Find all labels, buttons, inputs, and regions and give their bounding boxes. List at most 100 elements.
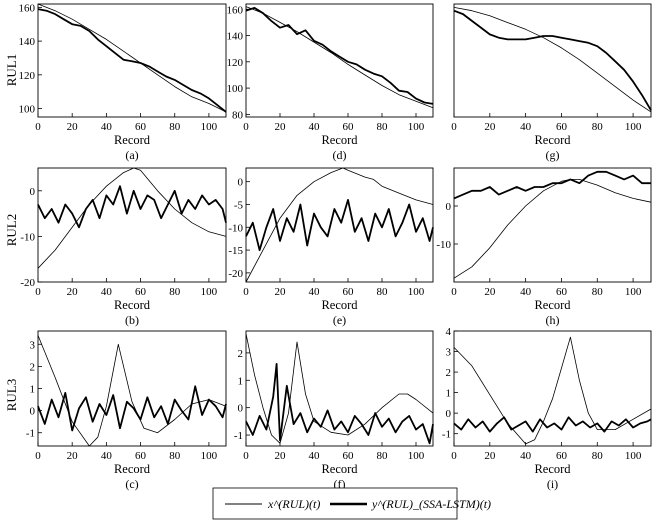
x-axis-label: Record [321,133,358,147]
panel-g: 0 20 40 60 80 100 Record(g) [451,3,652,162]
panel-caption: (a) [125,148,138,162]
x-tick-label: 20 [275,450,287,462]
x-tick-label: 60 [556,121,568,133]
truth-series-line [245,167,434,283]
pred-series-line [245,363,434,445]
y-tick-label: 1 [30,384,36,396]
truth-series-line [37,167,227,269]
y-tick-label: -20 [20,277,35,289]
x-tick-label: 100 [408,121,425,133]
truth-series-line [453,336,652,445]
x-tick-label: 0 [35,286,41,298]
plot-frame [37,330,227,447]
x-tick-label: 20 [67,286,79,298]
y-tick-label: 0 [446,201,452,213]
x-tick-label: 100 [625,286,642,298]
x-tick-label: 60 [135,121,147,133]
x-tick-label: 20 [67,121,79,133]
legend-truth-label: x^(RUL)(t) [267,497,320,511]
x-tick-label: 20 [484,121,496,133]
panel-a: 0 20 40 60 80 100 100 120 140 160 Record(a) [19,2,227,162]
pred-series-line [453,170,651,200]
pred-series-line [245,7,434,105]
x-axis-label: Record [534,298,571,312]
row-label-rul1: RUL1 [4,54,19,87]
panel-e: 0 20 40 60 80 100 -20 -15 -10 -5 0 Record(e) [228,167,434,327]
x-tick-label: 40 [520,121,532,133]
x-tick-label: 20 [275,121,287,133]
pred-series-line [37,185,227,229]
x-axis-label: Record [321,462,358,476]
y-tick-label: 100 [19,104,36,116]
x-axis-label: Record [114,133,151,147]
x-tick-label: 40 [520,286,532,298]
x-tick-label: 20 [67,450,79,462]
x-tick-label: 60 [343,450,355,462]
x-tick-label: 40 [101,121,113,133]
x-tick-label: 0 [243,286,249,298]
x-tick-label: 40 [101,450,113,462]
y-tick-label: 1 [446,388,452,400]
x-axis-label: Record [114,462,151,476]
x-tick-label: 40 [101,286,113,298]
x-axis-label: Record [534,133,571,147]
x-tick-label: 80 [592,450,604,462]
truth-series-line [37,3,227,113]
x-tick-label: 100 [408,286,425,298]
panel-d: 0 20 40 60 80 100 80 100 120 140 160 Record(d) [227,3,434,162]
pred-series-line [453,9,652,111]
x-tick-label: 80 [592,121,604,133]
x-tick-label: 0 [451,450,457,462]
x-tick-label: 20 [484,450,496,462]
plot-frame [453,3,652,118]
x-tick-label: 80 [169,286,181,298]
y-tick-label: 120 [227,57,244,69]
row-label-rul3: RUL3 [4,379,19,412]
x-tick-label: 100 [201,450,218,462]
truth-series-line [453,179,652,279]
pred-series-line [453,416,652,433]
truth-series-line [245,6,434,109]
panel-h: 0 20 40 60 80 100 -10 0 Record(h) [436,167,652,327]
truth-series-line [453,7,652,113]
x-tick-label: 60 [343,121,355,133]
y-tick-label: 3 [446,347,452,359]
x-tick-label: 60 [135,450,147,462]
x-tick-label: 80 [169,450,181,462]
y-tick-label: 160 [227,4,244,16]
y-tick-label: 100 [227,83,244,95]
x-tick-label: 60 [556,450,568,462]
y-tick-label: 0 [30,406,36,418]
y-tick-label: 160 [19,2,36,14]
legend-pred-label: y^(RUL)_(SSA-LSTM)(t) [371,497,491,511]
panel-caption: (h) [546,313,560,327]
x-tick-label: 60 [343,286,355,298]
x-tick-label: 40 [309,286,321,298]
x-tick-label: 20 [275,286,287,298]
panel-caption: (e) [333,313,346,327]
y-tick-label: 2 [30,361,36,373]
x-tick-label: 0 [243,450,249,462]
truth-series-line [245,333,434,444]
plot-frame [453,167,652,283]
y-tick-label: 120 [19,70,36,82]
y-tick-label: 140 [227,31,244,43]
x-tick-label: 60 [556,286,568,298]
plot-frame [453,330,652,447]
panel-caption: (c) [125,477,138,491]
plot-frame [245,167,434,283]
x-tick-label: 20 [484,286,496,298]
x-tick-label: 40 [520,450,532,462]
y-tick-label: -20 [228,268,243,280]
plot-frame [37,3,227,118]
x-tick-label: 40 [309,121,321,133]
y-tick-label: -10 [20,231,35,243]
row-label-rul2-text: RUL2 [4,214,19,247]
y-tick-label: 0 [238,403,244,415]
legend: x^(RUL)(t) y^(RUL)_(SSA-LSTM)(t) [212,487,491,520]
x-tick-label: 0 [243,121,249,133]
panel-caption: (b) [125,313,139,327]
